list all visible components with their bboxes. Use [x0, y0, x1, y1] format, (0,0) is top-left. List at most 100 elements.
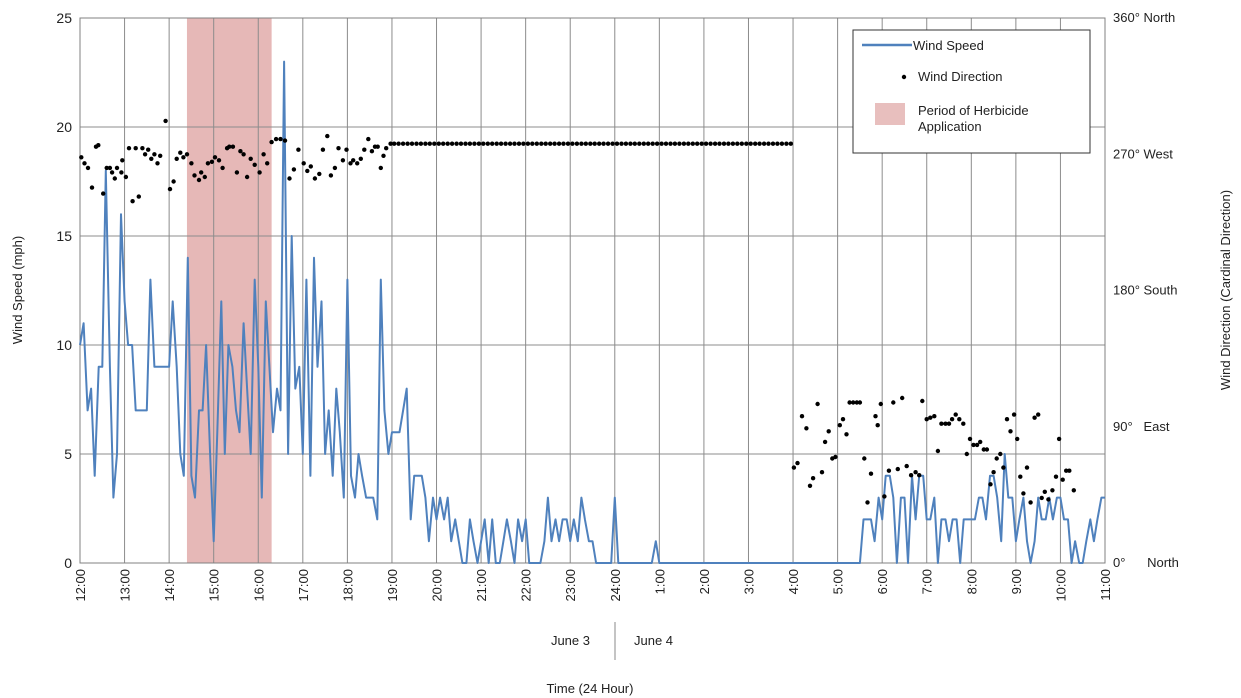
x-tick-label: 6:00 [875, 569, 890, 594]
wind-direction-point [418, 141, 424, 146]
wind-direction-point [583, 141, 588, 146]
wind-direction-point [770, 141, 776, 146]
wind-direction-point [133, 146, 138, 151]
y-axis-left-title: Wind Speed (mph) [10, 236, 25, 344]
wind-direction-point [1032, 415, 1037, 420]
wind-direction-point [668, 141, 673, 146]
wind-direction-point [1001, 465, 1006, 470]
wind-direction-point [257, 170, 262, 175]
wind-direction-point [886, 468, 892, 473]
wind-direction-point [534, 141, 539, 146]
y-left-tick-label: 0 [64, 555, 72, 571]
wind-direction-point [641, 141, 646, 146]
wind-direction-point [837, 423, 842, 428]
wind-direction-point [107, 165, 113, 171]
wind-direction-point [120, 158, 125, 163]
wind-direction-point [312, 176, 318, 181]
wind-direction-point [943, 421, 948, 426]
wind-direction-point [619, 141, 624, 146]
wind-direction-point [234, 170, 240, 175]
wind-direction-point [362, 147, 367, 152]
wind-direction-point [744, 141, 749, 146]
wind-direction-point [672, 141, 678, 146]
wind-direction-point [432, 141, 437, 146]
y-left-tick-label: 25 [56, 10, 72, 26]
x-tick-label: 20:00 [430, 569, 445, 602]
x-tick-label: 7:00 [920, 569, 935, 594]
wind-direction-point [939, 421, 944, 426]
wind-direction-series [79, 118, 1077, 505]
legend-herbicide-swatch [875, 103, 905, 125]
wind-direction-point [757, 141, 762, 146]
wind-direction-point [597, 141, 602, 146]
wind-direction-point [476, 141, 482, 146]
wind-direction-point [994, 456, 999, 461]
wind-direction-point [628, 141, 633, 146]
wind-direction-point [1056, 436, 1062, 442]
wind-direction-point [1004, 417, 1010, 422]
wind-direction-point [269, 139, 274, 145]
x-tick-label: 9:00 [1009, 569, 1024, 594]
wind-direction-point [865, 500, 870, 505]
wind-direction-point [498, 141, 504, 146]
wind-direction-point [1050, 488, 1055, 493]
wind-direction-point [579, 141, 584, 146]
wind-direction-point [847, 400, 852, 405]
wind-direction-point [427, 141, 432, 146]
wind-direction-point [677, 141, 682, 146]
wind-direction-point [409, 141, 415, 146]
wind-direction-point [196, 177, 202, 183]
wind-direction-point [1036, 412, 1041, 417]
wind-direction-point [238, 149, 243, 154]
wind-direction-point [900, 395, 905, 401]
wind-direction-point [449, 141, 455, 146]
wind-direction-point [703, 141, 709, 146]
wind-direction-point [79, 155, 84, 160]
wind-direction-point [539, 141, 544, 146]
wind-direction-point [695, 141, 700, 146]
wind-direction-point [199, 170, 204, 175]
wind-direction-point [227, 144, 232, 149]
wind-direction-point [699, 141, 704, 146]
wind-direction-point [1060, 477, 1065, 482]
wind-direction-point [851, 400, 856, 405]
wind-direction-point [984, 447, 990, 452]
wind-direction-point [766, 141, 771, 146]
date-label-june4: June 4 [634, 633, 673, 648]
wind-direction-point [895, 466, 900, 472]
wind-direction-point [791, 465, 797, 470]
wind-direction-point [265, 161, 270, 166]
wind-direction-point [681, 141, 687, 146]
herbicide-period-band [186, 18, 272, 563]
wind-direction-point [556, 141, 562, 146]
wind-direction-point [708, 141, 713, 146]
herbicide-period-layer [186, 18, 272, 563]
wind-direction-point [543, 141, 548, 146]
wind-direction-point [878, 401, 883, 407]
wind-direction-point [244, 174, 250, 180]
wind-direction-point [167, 186, 173, 192]
wind-direction-point [605, 141, 611, 146]
wind-direction-point [988, 482, 993, 487]
x-tick-label: 11:00 [1098, 569, 1113, 601]
wind-direction-point [296, 147, 301, 152]
wind-direction-point [96, 143, 101, 148]
wind-direction-point [467, 141, 473, 146]
legend-wind-speed-label: Wind Speed [913, 38, 984, 53]
wind-direction-point [804, 426, 809, 431]
wind-direction-point [717, 141, 722, 146]
wind-direction-point [463, 141, 468, 146]
wind-direction-point [775, 141, 780, 146]
wind-direction-point [1018, 474, 1023, 479]
wind-direction-point [278, 136, 283, 142]
wind-direction-point [686, 141, 691, 146]
y-left-tick-label: 15 [56, 228, 72, 244]
wind-direction-point [490, 141, 495, 146]
wind-direction-point [588, 141, 593, 146]
wind-direction-point [348, 161, 353, 166]
wind-direction-point [414, 141, 419, 146]
wind-direction-point [230, 144, 236, 149]
wind-direction-point [924, 417, 929, 422]
left-axis-ticks: 0 5 10 15 20 25 [56, 10, 72, 571]
wind-direction-point [140, 146, 145, 151]
